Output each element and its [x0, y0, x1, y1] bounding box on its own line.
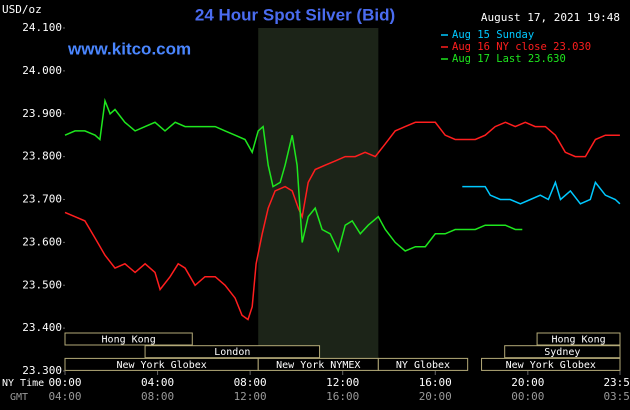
session-label: NY Globex: [396, 360, 450, 371]
session-label: New York Globex: [116, 360, 206, 371]
y-tick-label: 23.800: [22, 150, 62, 163]
session-bar: [64, 332, 193, 346]
y-axis-label: USD/oz: [2, 3, 42, 16]
y-tick-label: 23.700: [22, 193, 62, 206]
y-tick-label: 23.400: [22, 321, 62, 334]
session-label: New York Globex: [506, 360, 596, 371]
session-label: New York NYMEX: [276, 360, 360, 371]
timestamp: August 17, 2021 19:48: [481, 11, 620, 24]
shade: [258, 28, 379, 371]
x-tick-label: 12:00: [326, 376, 359, 389]
y-tick-label: 23.300: [22, 364, 62, 377]
x2-tick-label: 16:00: [326, 390, 359, 403]
price-line: [64, 97, 523, 254]
session-label: Hong Kong: [102, 335, 156, 346]
x-tick-label: 20:00: [511, 376, 544, 389]
x2-tick-label: 03:59: [603, 390, 630, 403]
session-bar: [377, 357, 469, 371]
x-axis-label: NY Time: [2, 378, 44, 389]
x2-tick-label: 12:00: [234, 390, 267, 403]
chart-title: 24 Hour Spot Silver (Bid): [195, 5, 395, 24]
session-bar: [144, 345, 321, 359]
y-tick-label: 24.100: [22, 21, 62, 34]
x2-tick-label: 20:00: [419, 390, 452, 403]
x2-axis-label: GMT: [10, 392, 28, 403]
session-bar: [481, 357, 621, 371]
legend-label: Aug 15 Sunday: [452, 29, 534, 41]
y-tick-label: 23.900: [22, 107, 62, 120]
y-tick-label: 23.600: [22, 235, 62, 248]
session-label: Hong Kong: [551, 335, 605, 346]
session-bar: [536, 332, 621, 346]
x-tick-label: 04:00: [141, 376, 174, 389]
x2-tick-label: 04:00: [48, 390, 81, 403]
x2-tick-label: 00:00: [511, 390, 544, 403]
session-label: Sydney: [544, 347, 580, 358]
session-label: London: [214, 347, 250, 358]
price-line: [64, 121, 620, 321]
y-tick-label: 24.000: [22, 64, 62, 77]
x-tick-label: 16:00: [419, 376, 452, 389]
session-bar: [504, 345, 621, 359]
x-tick-label: 08:00: [234, 376, 267, 389]
legend-label: Aug 16 NY close 23.030: [452, 41, 591, 53]
legend-label: Aug 17 Last 23.630: [452, 53, 566, 65]
x-tick-label: 00:00: [48, 376, 81, 389]
x-tick-label: 23:59: [603, 376, 630, 389]
x2-tick-label: 08:00: [141, 390, 174, 403]
y-tick-label: 23.500: [22, 278, 62, 291]
price-line: [462, 180, 621, 205]
site-url: www.kitco.com: [67, 39, 191, 58]
